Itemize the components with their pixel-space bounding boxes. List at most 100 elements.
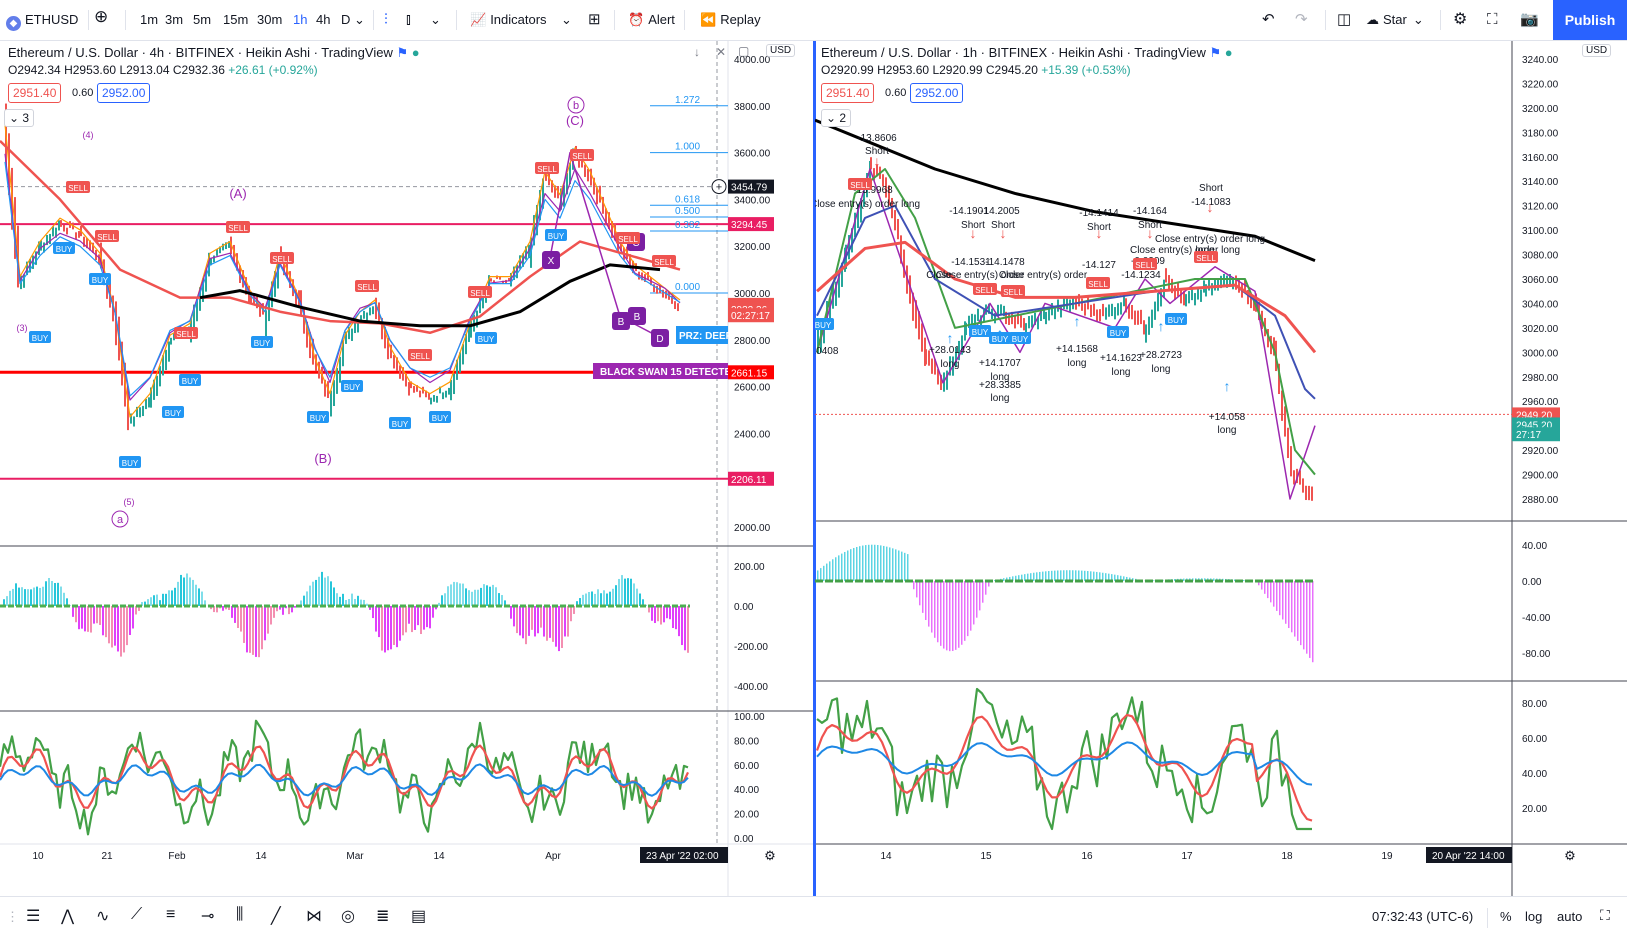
right-indicator-toggle[interactable]: ⌄ 2: [821, 109, 851, 127]
interval-dropdown-icon[interactable]: ⌄: [354, 9, 365, 31]
left-currency-select[interactable]: USD: [766, 44, 795, 57]
sell-signal-text: SELL: [572, 152, 592, 161]
macd-histogram-bar: [309, 586, 311, 606]
macd-histogram-bar: [1309, 581, 1311, 658]
buy-signal-text: BUY: [254, 339, 271, 348]
interval-1m[interactable]: 1m: [140, 9, 158, 31]
candle-type-icon[interactable]: ⫾: [406, 9, 411, 31]
macd-histogram-bar: [606, 594, 608, 606]
strategy-annotation: +14.058: [1209, 412, 1246, 423]
fib-level-label: 0.382: [675, 220, 700, 231]
auto-toggle[interactable]: auto: [1557, 909, 1582, 924]
left-buy-button[interactable]: 2952.00: [97, 83, 150, 103]
right-price-tick: 3200.00: [1522, 104, 1559, 115]
heikin-ashi-candle: [1120, 302, 1122, 314]
bar-style-icon[interactable]: ⫶: [384, 9, 388, 31]
interval-3m[interactable]: 3m: [165, 9, 183, 31]
heikin-ashi-candle: [450, 380, 452, 400]
macd-histogram-bar: [402, 606, 404, 635]
heikin-ashi-candle: [133, 416, 135, 426]
pattern-icon[interactable]: ⋀: [61, 906, 74, 926]
interval-15m[interactable]: 15m: [223, 9, 248, 31]
right-time-tick: 18: [1281, 851, 1293, 862]
buy-signal-text: BUY: [182, 377, 199, 386]
right-macd-tick: 0.00: [1522, 577, 1542, 588]
macd-histogram-bar: [549, 606, 551, 638]
interval-1h[interactable]: 1h: [293, 9, 307, 31]
macd-histogram-bar: [153, 595, 155, 606]
elliott-icon[interactable]: ◎: [341, 906, 355, 926]
right-chart-canvas[interactable]: 3240.003220.003200.003180.003160.003140.…: [815, 41, 1627, 896]
left-scroll-down-icon[interactable]: ↓: [694, 45, 700, 59]
replay-button[interactable]: ⏪Replay: [700, 9, 761, 31]
macd-histogram-bar: [856, 547, 858, 581]
fullscreen-icon[interactable]: ⛶: [1600, 907, 1610, 924]
chart-type-dropdown-icon[interactable]: ⌄: [430, 9, 441, 31]
macd-histogram-bar: [231, 606, 233, 618]
layout-grid-icon[interactable]: ⊞: [588, 9, 601, 31]
template-list-icon[interactable]: ☰: [26, 906, 40, 926]
right-buy-button[interactable]: 2952.00: [910, 83, 963, 103]
alert-button[interactable]: ⏰Alert: [628, 9, 675, 31]
interval-5m[interactable]: 5m: [193, 9, 211, 31]
long-arrow-icon: ↑: [947, 330, 954, 346]
left-maximize-icon[interactable]: ▢: [738, 44, 749, 58]
heikin-ashi-candle: [1069, 299, 1071, 311]
symbol-search[interactable]: ◆ETHUSD: [6, 9, 78, 31]
star-button[interactable]: ☁Star⌄: [1366, 9, 1424, 31]
bars-pattern-icon[interactable]: ⫼: [236, 906, 243, 924]
left-indicator-toggle[interactable]: ⌄ 3: [4, 109, 34, 127]
macd-histogram-bar: [471, 592, 473, 606]
wave-icon[interactable]: ∿: [96, 906, 109, 926]
log-toggle[interactable]: log: [1525, 909, 1542, 924]
indicators-dropdown-icon[interactable]: ⌄: [561, 9, 572, 31]
left-chart-canvas[interactable]: 4000.003800.003600.003400.003200.003000.…: [0, 41, 813, 896]
ruler-icon[interactable]: ▤: [411, 906, 426, 926]
heikin-ashi-candle: [393, 355, 395, 368]
macd-histogram-bar: [426, 606, 428, 627]
right-rsi-tick: 60.00: [1522, 734, 1547, 745]
left-close-x-icon[interactable]: ✕: [716, 45, 726, 59]
macd-histogram-bar: [600, 593, 602, 606]
strategy-annotation: long: [1218, 425, 1237, 436]
line-tool-icon[interactable]: ╱: [271, 906, 281, 926]
right-price-tick: 3180.00: [1522, 128, 1559, 139]
fib-fan-icon[interactable]: ≣: [376, 906, 389, 926]
strategy-annotation: -14.127: [1082, 260, 1116, 271]
macd-histogram-bar: [117, 606, 119, 651]
macd-histogram-bar: [618, 579, 620, 606]
horizontal-ray-icon[interactable]: ⊸: [201, 906, 214, 926]
left-chart-title: Ethereum / U.S. Dollar · 4h · BITFINEX ·…: [8, 45, 420, 61]
heikin-ashi-candle: [1131, 305, 1133, 319]
right-currency-select[interactable]: USD: [1582, 44, 1611, 57]
xabcd-icon[interactable]: ⋈: [306, 906, 322, 926]
camera-icon[interactable]: 📷: [1520, 9, 1539, 31]
left-sell-button[interactable]: 2951.40: [8, 83, 61, 103]
grip-icon[interactable]: ⋮: [6, 909, 19, 925]
interval-4h[interactable]: 4h: [316, 9, 330, 31]
macd-histogram-bar: [54, 583, 56, 606]
interval-30m[interactable]: 30m: [257, 9, 282, 31]
redo-icon[interactable]: ↷: [1295, 9, 1308, 31]
fib-icon[interactable]: ≡: [166, 906, 175, 924]
right-sell-button[interactable]: 2951.40: [821, 83, 874, 103]
split-layout-icon[interactable]: ◫: [1337, 9, 1351, 31]
short-arrow-icon: ↓: [1147, 225, 1154, 241]
publish-button[interactable]: Publish: [1553, 0, 1627, 40]
macd-histogram-bar: [880, 545, 882, 581]
percent-toggle[interactable]: %: [1500, 909, 1512, 924]
gear-icon[interactable]: ⚙: [1453, 9, 1467, 31]
status-dot-icon: ●: [1225, 45, 1233, 60]
indicators-button[interactable]: 📈Indicators: [470, 9, 547, 31]
interval-D[interactable]: D: [341, 9, 350, 31]
undo-icon[interactable]: ↶: [1262, 9, 1275, 31]
trendline-icon[interactable]: ⟋: [131, 906, 142, 924]
fib-level-label: 0.500: [675, 206, 700, 217]
left-price-tick: 2400.00: [734, 429, 771, 440]
compare-add-icon[interactable]: ⊕: [94, 6, 108, 28]
right-price-axis[interactable]: [1512, 41, 1627, 896]
indicators-label: Indicators: [490, 12, 546, 27]
fullscreen-icon[interactable]: ⛶: [1487, 9, 1498, 31]
